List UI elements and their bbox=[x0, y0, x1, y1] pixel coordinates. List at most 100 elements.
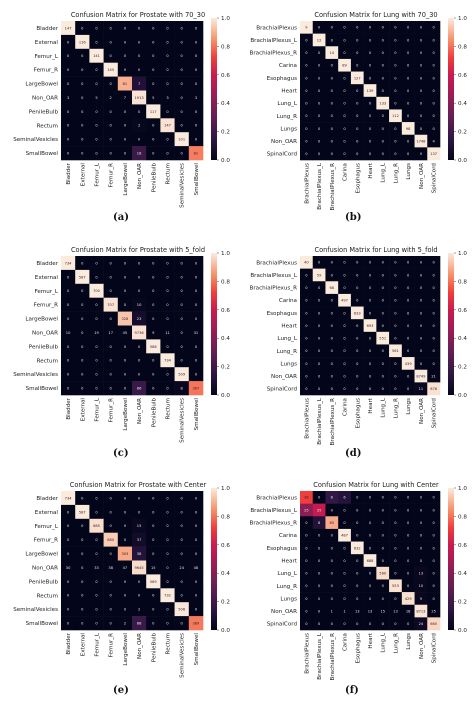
heatmap-cell bbox=[401, 109, 415, 123]
cell-value-label: 0 bbox=[318, 311, 321, 315]
cell-value-label: 0 bbox=[394, 521, 397, 525]
y-tick-label: Lung_R bbox=[277, 584, 297, 590]
cell-value-label: 0 bbox=[407, 546, 410, 550]
heatmap-cell bbox=[389, 319, 403, 333]
cell-value-label: 0 bbox=[81, 96, 84, 100]
cell-value-label: 2 bbox=[138, 124, 140, 128]
cell-value-label: 0 bbox=[305, 139, 308, 143]
heatmap-cell bbox=[389, 516, 403, 530]
cell-value-label: 0 bbox=[432, 311, 435, 315]
cell-value-label: 7 bbox=[124, 96, 126, 100]
heatmap-cell bbox=[325, 592, 339, 606]
colorbar-tick-label: 0.6 bbox=[221, 308, 230, 314]
cell-value-label: 116 bbox=[79, 40, 87, 44]
heatmap-cell bbox=[89, 76, 104, 91]
heatmap-cell bbox=[146, 588, 161, 603]
cell-value-label: 0 bbox=[67, 373, 70, 377]
heatmap-cell bbox=[401, 491, 415, 504]
cell-value-label: 387 bbox=[192, 386, 199, 390]
heatmap-cell bbox=[75, 256, 90, 271]
heatmap-cell bbox=[188, 48, 204, 63]
cell-value-label: 0 bbox=[67, 275, 70, 279]
heatmap-cell bbox=[363, 541, 377, 555]
heatmap-cell bbox=[61, 118, 76, 133]
cell-value-label: 0 bbox=[407, 387, 410, 391]
heatmap-cell bbox=[350, 319, 364, 333]
cell-value-label: 0 bbox=[318, 89, 321, 93]
y-tick-label: Non_OAR bbox=[271, 374, 297, 380]
cell-value-label: 117 bbox=[150, 110, 157, 114]
cell-value-label: 0 bbox=[195, 40, 198, 44]
cell-value-label: 18 bbox=[406, 609, 411, 613]
heatmap-cell bbox=[401, 528, 415, 542]
colorbar-tick-label: 0.4 bbox=[458, 571, 467, 577]
cell-value-label: 0 bbox=[420, 546, 423, 550]
cell-value-label: 98 bbox=[406, 127, 411, 131]
cell-value-label: 0 bbox=[407, 622, 410, 626]
cell-value-label: 0 bbox=[305, 622, 308, 626]
heatmap-cell bbox=[312, 344, 326, 358]
x-tick-label: Non_OAR bbox=[419, 398, 425, 424]
heatmap-cell bbox=[389, 147, 403, 161]
heatmap-cell bbox=[89, 118, 104, 133]
heatmap-cell bbox=[89, 297, 104, 312]
cell-value-label: 0 bbox=[305, 609, 308, 613]
cell-value-label: 0 bbox=[305, 102, 308, 106]
cell-value-label: 0 bbox=[166, 496, 169, 500]
heatmap-cell bbox=[325, 604, 339, 618]
cell-value-label: 0 bbox=[81, 566, 84, 570]
y-tick-label: SeminalVesicles bbox=[13, 372, 58, 378]
heatmap-cell bbox=[61, 104, 76, 119]
cell-value-label: 0 bbox=[407, 534, 410, 538]
cell-value-label: 0 bbox=[394, 261, 397, 265]
cell-value-label: 48 bbox=[194, 566, 199, 570]
cell-value-label: 0 bbox=[343, 622, 346, 626]
cell-value-label: 1 bbox=[331, 609, 333, 613]
colorbar-tick-label: 0.8 bbox=[458, 44, 467, 50]
cell-value-label: 0 bbox=[420, 261, 423, 265]
heatmap-cell bbox=[103, 381, 119, 396]
heatmap-cell bbox=[414, 46, 428, 60]
heatmap-cell bbox=[376, 306, 390, 320]
heatmap-cell bbox=[414, 122, 428, 136]
heatmap-cell bbox=[414, 516, 428, 530]
heatmap-cell bbox=[363, 491, 377, 504]
colorbar-tick-label: 0.2 bbox=[221, 130, 230, 136]
x-tick-label: BrachialPlexus bbox=[304, 633, 310, 674]
x-tick-label: SpinalCord bbox=[432, 398, 438, 429]
heatmap-cell bbox=[174, 602, 190, 617]
colorbar bbox=[211, 18, 217, 160]
heatmap-cell bbox=[427, 357, 441, 371]
heatmap-cell bbox=[389, 592, 403, 606]
cell-value-label: 0 bbox=[382, 362, 385, 366]
heatmap-cell bbox=[427, 46, 441, 60]
cell-value-label: 0 bbox=[67, 621, 70, 625]
cell-value-label: 2 bbox=[124, 621, 126, 625]
heatmap-cell bbox=[300, 109, 314, 123]
heatmap-cell bbox=[188, 311, 204, 326]
cell-value-label: 40 bbox=[304, 261, 309, 265]
heatmap-cell bbox=[325, 516, 339, 530]
heatmap-cell bbox=[146, 560, 161, 575]
cell-value-label: 0 bbox=[95, 359, 98, 363]
heatmap-cell bbox=[363, 306, 377, 320]
heatmap-cell bbox=[103, 90, 119, 105]
cell-value-label: 0 bbox=[181, 82, 184, 86]
heatmap-cell bbox=[75, 118, 90, 133]
cell-value-label: 0 bbox=[382, 89, 385, 93]
cell-value-label: 0 bbox=[95, 40, 98, 44]
cell-value-label: 0 bbox=[181, 96, 184, 100]
cell-value-label: 0 bbox=[181, 151, 184, 155]
heatmap-cell bbox=[160, 588, 175, 603]
cell-value-label: 0 bbox=[382, 286, 385, 290]
heatmap-cell bbox=[89, 132, 104, 147]
cell-value-label: 0 bbox=[407, 508, 410, 512]
cell-value-label: 0 bbox=[124, 580, 127, 584]
heatmap-cell bbox=[117, 353, 133, 368]
heatmap-cell bbox=[427, 33, 441, 47]
heatmap-cell bbox=[103, 560, 119, 575]
cell-value-label: 0 bbox=[195, 317, 198, 321]
heatmap-cell bbox=[325, 617, 339, 631]
cell-value-label: 0 bbox=[394, 374, 397, 378]
heatmap-cell bbox=[146, 118, 161, 133]
